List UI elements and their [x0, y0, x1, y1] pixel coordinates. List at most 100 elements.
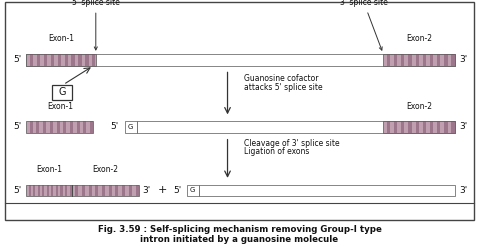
Bar: [29, 185, 31, 196]
Bar: [408, 54, 411, 66]
Bar: [37, 54, 40, 66]
Bar: [51, 185, 54, 196]
Bar: [199, 185, 455, 196]
Bar: [109, 185, 112, 196]
Bar: [57, 121, 59, 133]
Bar: [5, 2, 474, 220]
Bar: [422, 121, 426, 133]
Bar: [115, 185, 118, 196]
Bar: [415, 54, 419, 66]
Bar: [30, 54, 33, 66]
Bar: [401, 121, 404, 133]
Text: 3': 3': [142, 186, 150, 195]
Bar: [451, 121, 455, 133]
Text: 5': 5': [13, 186, 22, 195]
Text: G: G: [58, 87, 66, 97]
Bar: [125, 121, 137, 133]
Bar: [137, 121, 455, 133]
Bar: [26, 54, 455, 66]
Text: Exon-1: Exon-1: [36, 165, 62, 174]
Text: 5': 5': [13, 123, 22, 131]
Bar: [415, 121, 419, 133]
Bar: [71, 54, 75, 66]
Text: attacks 5' splice site: attacks 5' splice site: [244, 83, 323, 92]
Bar: [47, 185, 49, 196]
Bar: [437, 121, 440, 133]
Bar: [102, 185, 105, 196]
Text: 5': 5': [13, 55, 22, 64]
Text: Guanosine cofactor: Guanosine cofactor: [244, 74, 319, 83]
Text: +: +: [158, 186, 168, 195]
Bar: [75, 185, 78, 196]
Bar: [30, 121, 33, 133]
Bar: [444, 121, 447, 133]
Text: Exon-2: Exon-2: [92, 165, 118, 174]
Bar: [50, 121, 53, 133]
Bar: [57, 54, 61, 66]
Bar: [95, 185, 98, 196]
Text: Exon-2: Exon-2: [406, 102, 432, 111]
Text: 3': 3': [459, 186, 467, 195]
Text: intron initiated by a guanosine molecule: intron initiated by a guanosine molecule: [140, 235, 339, 244]
Bar: [36, 121, 39, 133]
Bar: [122, 185, 125, 196]
Text: Cleavage of 3' splice site: Cleavage of 3' splice site: [244, 139, 340, 148]
Bar: [44, 54, 47, 66]
Bar: [129, 185, 132, 196]
Bar: [52, 85, 72, 100]
Bar: [82, 185, 85, 196]
Bar: [430, 54, 433, 66]
Bar: [79, 54, 81, 66]
Bar: [92, 54, 95, 66]
Bar: [72, 185, 139, 196]
Bar: [401, 54, 404, 66]
Text: G: G: [128, 124, 133, 130]
Bar: [430, 121, 433, 133]
Bar: [33, 185, 35, 196]
Bar: [70, 121, 73, 133]
Bar: [26, 54, 96, 66]
Text: G: G: [190, 187, 195, 193]
Bar: [77, 121, 80, 133]
Bar: [89, 185, 91, 196]
Text: 5': 5': [111, 123, 119, 131]
Bar: [444, 54, 447, 66]
Bar: [451, 54, 455, 66]
Bar: [437, 54, 440, 66]
Bar: [56, 185, 58, 196]
Text: 5' splice site: 5' splice site: [72, 0, 120, 50]
Bar: [42, 185, 45, 196]
Bar: [69, 185, 72, 196]
Bar: [26, 185, 72, 196]
Bar: [43, 121, 46, 133]
Text: 3': 3': [459, 123, 467, 131]
Text: 5': 5': [173, 186, 181, 195]
Bar: [51, 54, 54, 66]
Bar: [63, 121, 66, 133]
Bar: [187, 185, 199, 196]
Bar: [136, 185, 138, 196]
Bar: [65, 54, 68, 66]
Bar: [65, 185, 67, 196]
Text: Exon-1: Exon-1: [48, 34, 74, 43]
Text: 3': 3': [459, 55, 467, 64]
Text: 3' splice site: 3' splice site: [340, 0, 388, 50]
Bar: [383, 54, 455, 66]
Bar: [408, 121, 411, 133]
Bar: [85, 54, 89, 66]
Text: Exon-2: Exon-2: [406, 34, 432, 43]
Text: Fig. 3.59 : Self-splicing mechanism removing Group-I type: Fig. 3.59 : Self-splicing mechanism remo…: [98, 225, 381, 234]
Bar: [60, 185, 63, 196]
Bar: [394, 121, 397, 133]
Text: Exon-1: Exon-1: [47, 102, 73, 111]
Bar: [38, 185, 40, 196]
Bar: [26, 121, 93, 133]
Bar: [83, 121, 86, 133]
Bar: [422, 54, 426, 66]
Bar: [383, 121, 455, 133]
Bar: [394, 54, 397, 66]
Text: Ligation of exons: Ligation of exons: [244, 147, 309, 156]
Bar: [90, 121, 93, 133]
Bar: [387, 121, 390, 133]
Bar: [387, 54, 390, 66]
